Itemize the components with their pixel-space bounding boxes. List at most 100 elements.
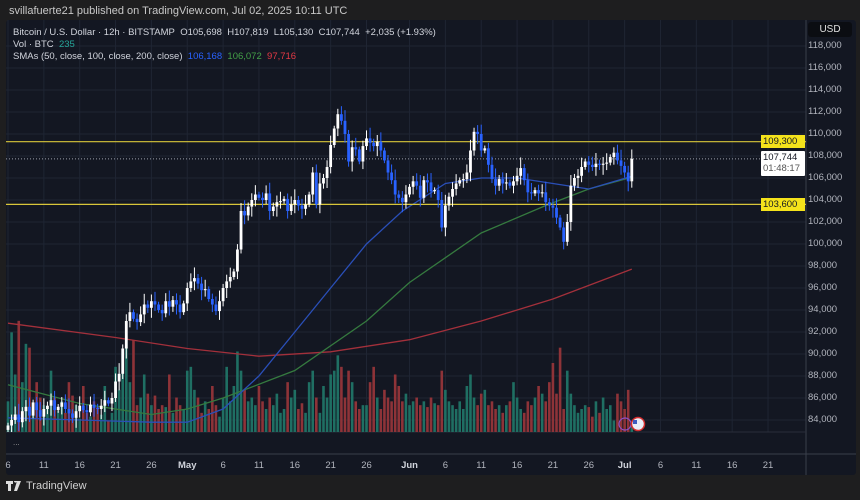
candle-body (630, 158, 634, 182)
candle-body (196, 278, 200, 284)
volume-bar (594, 401, 598, 432)
resistance-price-tag: 109,300 (761, 135, 805, 148)
candle-body (329, 145, 333, 167)
volume-bar (239, 370, 243, 432)
volume-bar (300, 403, 304, 432)
volume-bar (591, 416, 594, 432)
volume-bar (573, 405, 576, 432)
candle-body (139, 314, 143, 323)
candle-body (31, 402, 35, 416)
time-axis-label: 6 (442, 460, 449, 471)
volume-bar (569, 393, 573, 432)
price-axis-label: 86,000 (808, 392, 838, 403)
volume-bar (142, 374, 146, 432)
candle-body (490, 164, 494, 180)
candle-body (357, 149, 361, 162)
candle-body (314, 172, 318, 205)
candle-body (322, 178, 325, 184)
volume-bar (164, 407, 168, 432)
volume-bar (587, 407, 591, 432)
time-axis-label: 11 (476, 460, 487, 471)
volume-bar (293, 389, 297, 432)
volume-bar (257, 386, 261, 432)
candle-body (81, 405, 85, 411)
volume-bar (160, 405, 164, 432)
volume-bar (146, 393, 150, 432)
volume-bar (372, 366, 375, 432)
candle-body (271, 206, 275, 211)
candle-body (128, 312, 132, 321)
candle-body (379, 141, 383, 151)
volume-bar (107, 420, 110, 432)
volume-bar (264, 409, 268, 432)
price-axis-label: 102,000 (808, 216, 843, 227)
volume-label[interactable]: Vol · BTC (13, 39, 54, 50)
candle-body (185, 288, 189, 304)
candle-body (286, 198, 290, 211)
candle-body (311, 172, 315, 195)
candle-body (340, 114, 343, 121)
volume-bar (89, 416, 92, 432)
volume-bar (207, 409, 211, 432)
candle-body (232, 271, 236, 277)
candle-body (160, 310, 164, 314)
volume-bar (540, 393, 544, 432)
symbol-name[interactable]: Bitcoin / U.S. Dollar · 12h · BITSTAMP (13, 27, 175, 38)
volume-bar (505, 405, 508, 432)
candle-body (96, 407, 100, 409)
price-axis-label: 116,000 (808, 62, 842, 73)
volume-bar (96, 407, 99, 432)
volume-bar (135, 405, 139, 432)
candle-body (164, 301, 168, 314)
brand-name: TradingView (26, 480, 87, 492)
candle-body (49, 400, 53, 406)
candle-body (583, 161, 587, 167)
candle-body (365, 138, 368, 147)
volume-bar (200, 412, 203, 432)
volume-bar (404, 393, 408, 432)
candle-body (6, 425, 10, 430)
candle-body (332, 128, 336, 145)
volume-bar (580, 409, 583, 432)
volume-bar (354, 401, 358, 432)
volume-bar (182, 409, 185, 432)
candle-body (10, 420, 13, 426)
candle-body (601, 163, 605, 165)
candle-body (555, 207, 558, 218)
volume-bar (350, 382, 354, 432)
volume-bar (56, 410, 60, 432)
volume-bar (228, 401, 232, 432)
candle-body (325, 167, 329, 178)
candle-body (178, 304, 182, 313)
candle-body (400, 197, 404, 203)
volume-bar (461, 409, 465, 432)
volume-bar (325, 397, 329, 432)
volume-bar (476, 405, 479, 432)
sma-label[interactable]: SMAs (50, close, 100, close, 200, close) (13, 51, 183, 62)
candle-body (60, 402, 64, 407)
time-axis-label: 21 (110, 460, 121, 471)
volume-bar (121, 351, 125, 432)
volume-bar (490, 401, 494, 432)
candle-body (261, 197, 264, 200)
candle-body (461, 179, 465, 181)
currency-button[interactable]: USD (808, 22, 852, 37)
candle-body (218, 301, 221, 312)
candle-body (67, 409, 71, 414)
candle-body (114, 381, 117, 398)
candle-body (282, 198, 286, 202)
plot-area[interactable] (6, 106, 806, 433)
candle-body (182, 303, 186, 313)
candle-body (598, 163, 601, 165)
volume-bar (612, 420, 616, 432)
candle-body (569, 185, 573, 222)
volume-bar (343, 397, 347, 432)
more-indicators-button[interactable]: ... (13, 438, 20, 447)
publisher-line: svillafuerte21 published on TradingView.… (9, 5, 348, 17)
volume-bar (401, 401, 404, 432)
volume-legend: Vol · BTC 235 (13, 39, 75, 50)
volume-bar (444, 389, 447, 432)
volume-bar (358, 409, 361, 432)
time-axis-label: 21 (325, 460, 336, 471)
